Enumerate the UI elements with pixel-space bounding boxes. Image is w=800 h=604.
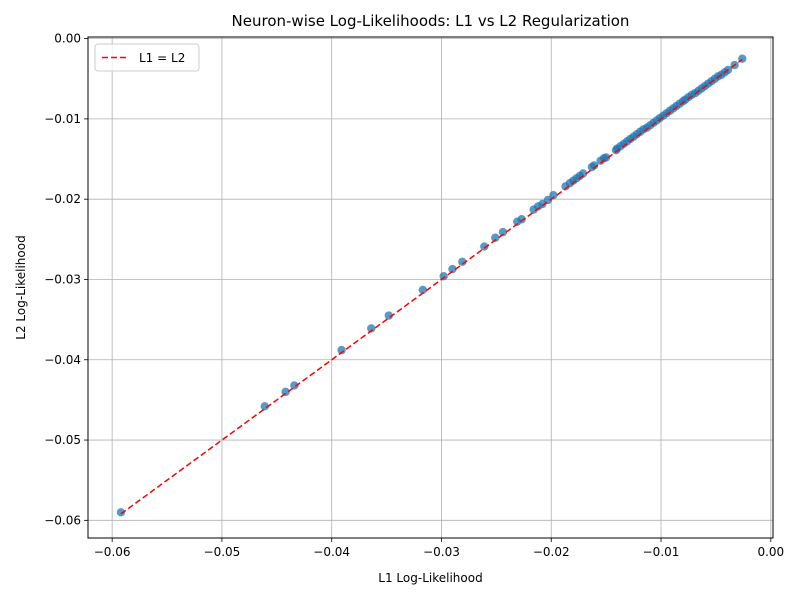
legend: L1 = L2 [94, 43, 200, 72]
scatter-point [281, 387, 290, 397]
scatter-point [601, 153, 611, 162]
y-axis-label: L2 Log-Likelihood [14, 235, 28, 339]
legend-box [94, 43, 200, 72]
x-tick-label: −0.03 [423, 545, 460, 559]
x-tick-label: −0.04 [313, 545, 350, 559]
x-tick-label: −0.02 [533, 545, 570, 559]
plot-frame [87, 36, 774, 539]
y-tick-label: −0.01 [44, 112, 81, 126]
scatter-point [458, 257, 467, 267]
reference-line-l1-equals-l2 [120, 58, 743, 515]
y-tick-label: −0.03 [44, 272, 81, 286]
y-tick-label: −0.04 [44, 353, 81, 367]
scatter-point [549, 190, 558, 200]
scatter-point [337, 345, 346, 355]
scatter-point [290, 381, 299, 390]
scatter-point [116, 508, 126, 517]
scatter-point [517, 215, 526, 224]
legend-label: L1 = L2 [139, 51, 185, 65]
chart-title: Neuron-wise Log-Likelihoods: L1 vs L2 Re… [232, 12, 630, 30]
scatter-point [498, 227, 508, 237]
y-tick-label: −0.02 [44, 192, 81, 206]
scatter-point [543, 195, 553, 205]
scatter-point [439, 272, 448, 281]
y-tick-label: −0.06 [44, 513, 81, 527]
y-tick-label: −0.05 [44, 433, 81, 447]
x-tick-label: 0.00 [757, 545, 784, 559]
x-tick-label: −0.05 [204, 545, 241, 559]
x-tick-label: −0.01 [643, 545, 680, 559]
scatter-point [589, 161, 599, 170]
data-layer [116, 54, 747, 517]
scatter-point [491, 233, 500, 242]
scatter-point [578, 169, 588, 178]
scatter-point [418, 285, 428, 295]
x-axis-label: L1 Log-Likelihood [378, 571, 482, 585]
scatter-point [367, 324, 376, 333]
scatter-point [260, 402, 269, 411]
grid [88, 37, 773, 538]
scatter-point [384, 311, 393, 320]
y-tick-label: 0.00 [54, 32, 81, 46]
scatter-point [480, 242, 489, 251]
scatter-point [448, 264, 457, 274]
ticks: −0.06 −0.05 −0.04 −0.03 −0.02 −0.01 0.00 −0.06 −… [44, 32, 784, 559]
x-tick-label: −0.06 [94, 545, 131, 559]
